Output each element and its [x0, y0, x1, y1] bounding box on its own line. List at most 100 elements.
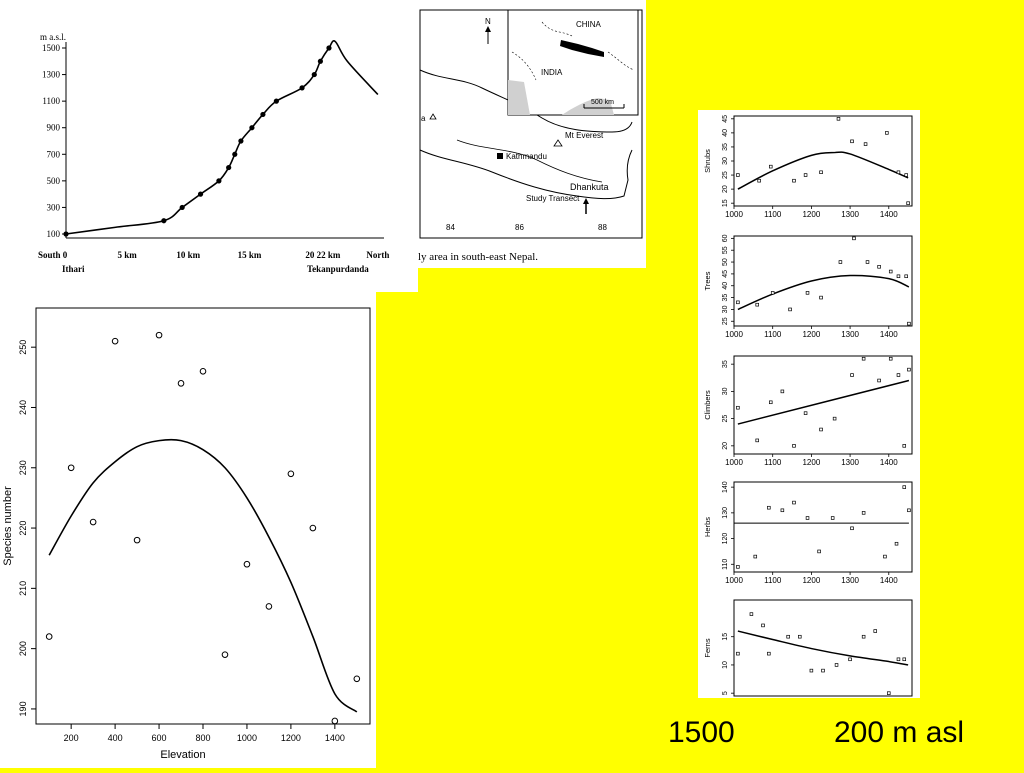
herbs-y-tick-label: 130	[722, 507, 729, 519]
profile-point	[260, 111, 266, 118]
species-x-tick-label: 1000	[237, 733, 257, 743]
species-x-tick-label: 800	[195, 733, 210, 743]
shrubs-point	[850, 139, 854, 144]
north-label: N	[485, 17, 491, 26]
species-point	[177, 380, 185, 387]
climbers-y-tick-label: 25	[722, 415, 729, 423]
species-point	[353, 675, 361, 683]
climbers-x-tick-label: 1200	[802, 458, 820, 467]
herbs-point	[902, 485, 907, 489]
profile-y-tick-label: 1100	[42, 96, 60, 106]
elevation-profile-chart: m a.s.l. 100 300 500 700 900 1100 1300 1500 South…	[38, 32, 389, 274]
growth-forms-charts: 15 20 25 30 35 40 45 1000 1100 1200 1300 1400 Shrubs…	[703, 115, 913, 697]
herbs-point	[830, 516, 835, 520]
climbers-point	[803, 411, 808, 415]
ferns-point	[896, 657, 901, 662]
elevation-profile-panel: m a.s.l. 100 300 500 700 900 1100 1300 1500 South…	[0, 0, 418, 292]
profile-point	[161, 218, 167, 224]
climbers-point	[755, 438, 759, 443]
trees-plot-frame	[733, 235, 913, 327]
species-point	[89, 518, 97, 526]
species-y-title: Species number	[2, 486, 14, 566]
footer-elevation-low: 200 m asl	[834, 716, 965, 749]
climbers-point	[736, 405, 740, 410]
shrubs-y-tick-label: 15	[722, 199, 729, 207]
herbs-point	[907, 508, 911, 513]
site-triangle-icon	[429, 113, 437, 120]
profile-y-tick-label: 300	[47, 202, 61, 212]
profile-y-tick-label: 1300	[42, 70, 61, 80]
everest-triangle-icon	[553, 139, 563, 147]
shrubs-y-tick-label: 20	[722, 185, 729, 193]
climbers-point	[819, 427, 823, 432]
trees-point	[788, 307, 792, 312]
transect-arrow-icon	[583, 198, 589, 204]
ferns-point	[848, 657, 852, 662]
climbers-point	[780, 389, 785, 394]
species-point	[265, 603, 273, 610]
profile-y-tick-label: 1500	[42, 43, 61, 53]
nepal-map: N a Mt Everest Kathmandu Dhankuta Study …	[418, 9, 643, 263]
profile-line	[65, 40, 379, 235]
trees-y-tick-label: 45	[722, 270, 729, 278]
shrubs-y-tick-label: 30	[722, 157, 729, 165]
shrubs-point	[769, 164, 773, 169]
trees-y-tick-label: 40	[722, 282, 729, 290]
herbs-point	[861, 511, 866, 515]
dhankuta-label: Dhankuta	[570, 182, 609, 192]
profile-start-label: Ithari	[62, 264, 85, 274]
trees-point	[896, 274, 901, 279]
trees-x-tick-label: 1300	[841, 330, 859, 339]
map-caption: ly area in south-east Nepal.	[418, 251, 538, 263]
ferns-point	[767, 651, 771, 656]
trees-point	[770, 291, 775, 295]
climbers-plot-frame	[733, 355, 913, 455]
species-point	[45, 633, 53, 640]
species-point	[111, 337, 119, 345]
footer-elevation-high: 1500	[668, 716, 735, 749]
trees-point	[805, 291, 810, 295]
ferns-y-tick-label: 15	[722, 633, 729, 641]
herbs-point	[736, 565, 740, 569]
inset-sea-east	[562, 98, 614, 115]
shrubs-point	[757, 178, 761, 183]
trees-x-tick-label: 1100	[764, 330, 782, 339]
partial-label: a	[421, 114, 426, 123]
nepal-border-south	[419, 149, 633, 200]
profile-y-tick-label: 500	[47, 176, 61, 186]
herbs-point	[805, 516, 810, 520]
species-point	[287, 470, 295, 478]
long-tick-88: 88	[598, 223, 607, 232]
profile-point	[63, 231, 69, 237]
species-point	[221, 651, 229, 658]
species-panel: 200 400 600 800 1000 1200 1400 190 200 210 220 230 2…	[0, 292, 376, 768]
shrubs-x-tick-label: 1300	[841, 210, 859, 219]
trees-point	[865, 260, 870, 264]
profile-point	[197, 191, 204, 197]
shrubs-point	[863, 142, 868, 146]
india-label: INDIA	[541, 68, 563, 77]
trees-point	[852, 236, 856, 241]
ferns-point	[736, 651, 740, 656]
species-y-tick-label: 250	[18, 340, 28, 355]
ferns-point	[749, 612, 754, 616]
herbs-x-tick-label: 1200	[802, 576, 820, 585]
ferns-point	[887, 691, 891, 695]
ferns-plot-frame	[733, 599, 913, 697]
profile-point	[216, 178, 222, 184]
growth-forms-panel: 15 20 25 30 35 40 45 1000 1100 1200 1300 1400 Shrubs…	[698, 110, 920, 698]
herbs-y-tick-label: 140	[722, 481, 729, 493]
climbers-point	[896, 373, 901, 377]
herbs-y-title: Herbs	[703, 517, 712, 537]
species-y-tick-label: 200	[18, 641, 28, 656]
profile-x-tick-label: South 0	[38, 250, 68, 260]
species-y-tick-label: 210	[18, 581, 28, 596]
shrubs-fit-curve	[737, 151, 909, 190]
profile-x-tick-label: 5 km	[118, 250, 138, 260]
trees-y-tick-label: 60	[722, 234, 729, 242]
shrubs-point	[896, 170, 901, 174]
profile-y-tick-label: 700	[47, 149, 61, 159]
herbs-point	[817, 549, 821, 554]
herbs-point	[780, 508, 785, 513]
long-tick-86: 86	[515, 223, 524, 232]
